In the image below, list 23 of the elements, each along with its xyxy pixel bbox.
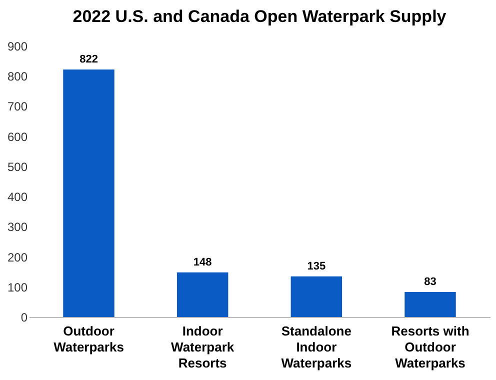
data-label: 822 [80, 53, 98, 66]
y-tick-label: 800 [7, 70, 28, 84]
bar [290, 276, 342, 317]
data-label: 135 [307, 260, 326, 272]
y-tick-label: 0 [20, 310, 28, 324]
x-tick-label: Standalone Indoor Waterparks [281, 324, 352, 370]
y-tick-label: 900 [7, 40, 28, 54]
x-tick-label: Indoor Waterpark Resorts [171, 324, 235, 370]
bar [176, 272, 228, 317]
y-tick-label: 700 [7, 100, 28, 114]
chart-title: 2022 U.S. and Canada Open Waterpark Supply [72, 7, 447, 26]
y-tick-label: 100 [7, 280, 28, 294]
data-label: 83 [424, 276, 436, 288]
data-label: 148 [193, 256, 212, 268]
y-tick-label: 400 [7, 190, 28, 204]
bar [63, 69, 114, 317]
y-tick-label: 300 [7, 220, 28, 234]
x-tick-label: Outdoor Waterparks [54, 324, 124, 354]
y-tick-label: 500 [7, 160, 28, 174]
y-tick-label: 600 [7, 130, 28, 144]
bar [404, 292, 456, 317]
y-tick-label: 200 [7, 250, 28, 264]
x-tick-label: Resorts with Outdoor Waterparks [391, 324, 470, 370]
